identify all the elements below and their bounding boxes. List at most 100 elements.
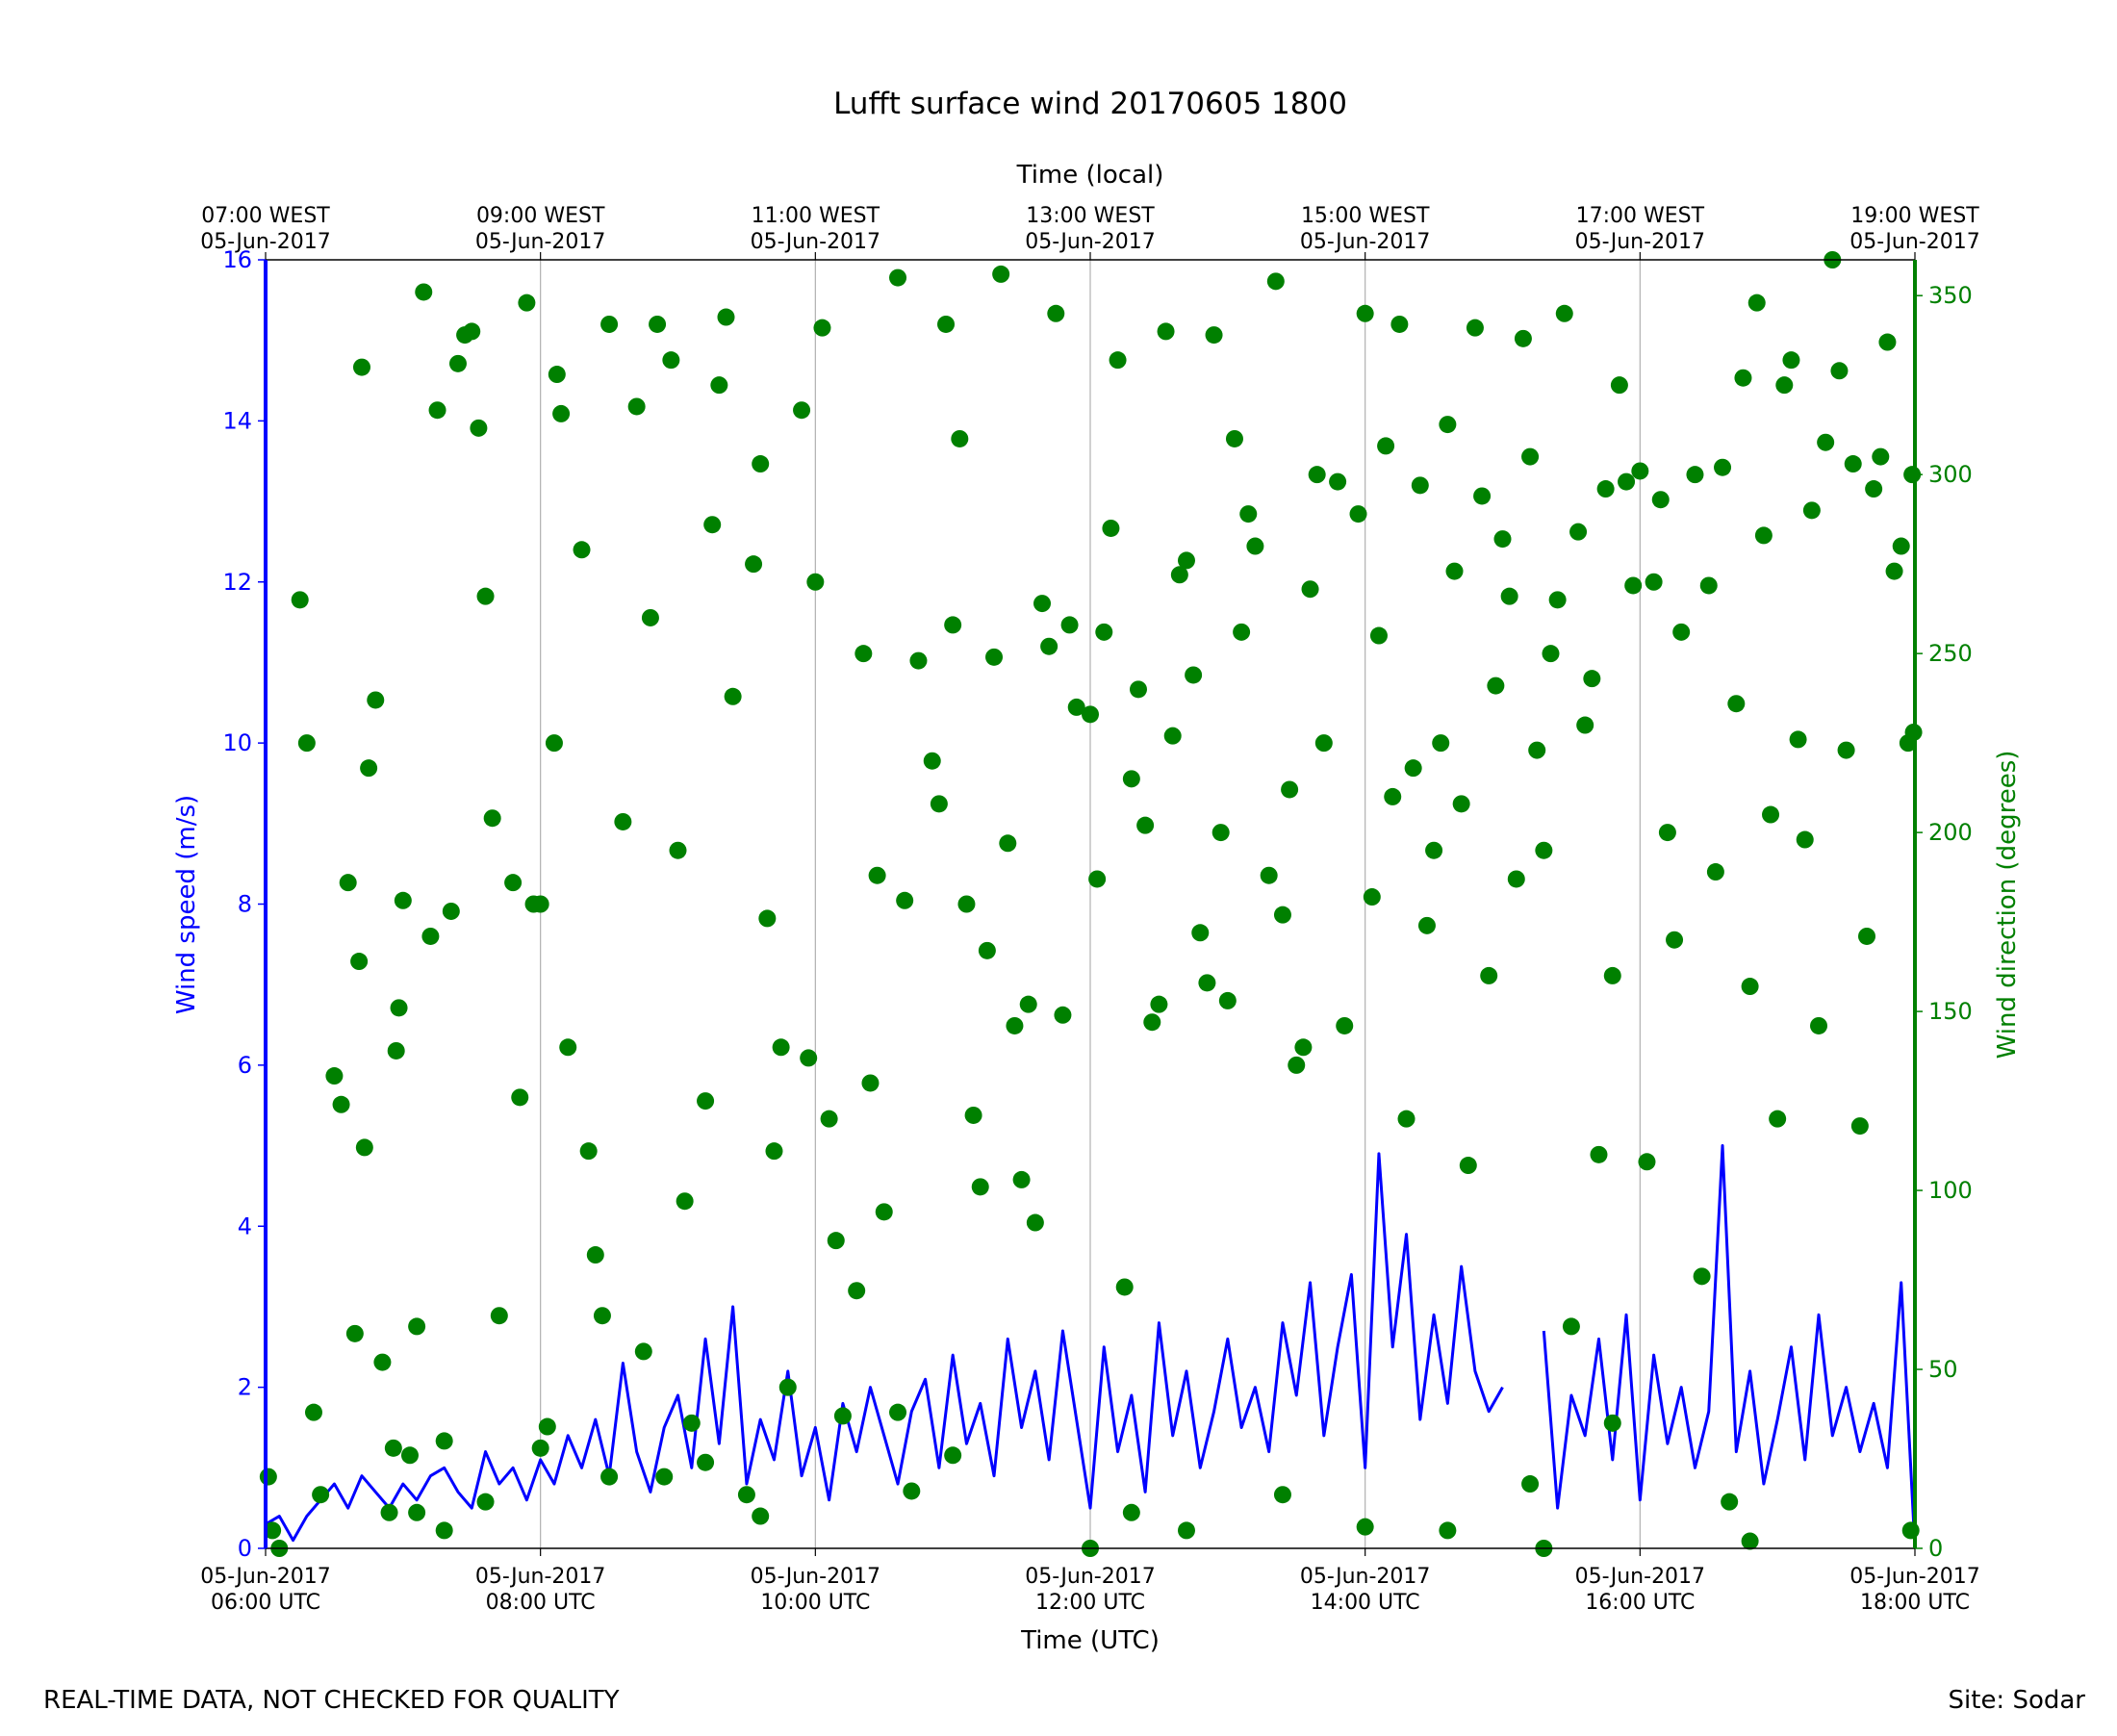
wind-direction-point — [1500, 587, 1518, 605]
wind-direction-point — [1218, 991, 1237, 1009]
wind-direction-point — [518, 294, 536, 312]
wind-direction-point — [1122, 1503, 1140, 1521]
x-tick-label: 16:00 UTC — [1585, 1591, 1695, 1615]
wind-direction-point — [312, 1486, 330, 1504]
y2-tick-label: 250 — [1928, 640, 1973, 667]
wind-direction-point — [1789, 730, 1807, 749]
x-tick-label: 05-Jun-2017 — [200, 1565, 330, 1589]
wind-direction-point — [291, 591, 309, 609]
wind-direction-point — [1603, 966, 1621, 984]
wind-direction-point — [442, 902, 460, 920]
wind-direction-point — [944, 1446, 962, 1465]
wind-direction-point — [545, 734, 563, 753]
x-tick-label: 18:00 UTC — [1860, 1591, 1970, 1615]
x2-tick-label: 05-Jun-2017 — [1575, 230, 1705, 254]
wind-direction-point — [538, 1417, 556, 1436]
wind-direction-point — [813, 319, 831, 337]
wind-direction-point — [861, 1074, 880, 1092]
wind-direction-point — [600, 315, 619, 333]
wind-direction-point — [1645, 573, 1663, 591]
wind-direction-point — [1734, 369, 1752, 387]
wind-direction-point — [752, 455, 770, 473]
wind-direction-point — [1747, 294, 1766, 312]
wind-direction-point — [827, 1232, 845, 1250]
wind-direction-point — [649, 315, 667, 333]
wind-direction-point — [1060, 616, 1079, 634]
wind-direction-point — [1390, 315, 1409, 333]
wind-speed-line — [265, 1144, 1917, 1549]
wind-direction-point — [985, 648, 1004, 666]
wind-direction-point — [1246, 537, 1264, 555]
x2-tick-label: 07:00 WEST — [201, 204, 330, 228]
x-tick-label: 05-Jun-2017 — [1300, 1565, 1430, 1589]
wind-direction-point — [1802, 501, 1821, 520]
wind-direction-point — [373, 1353, 392, 1371]
wind-direction-point — [573, 541, 591, 559]
wind-direction-point — [1651, 491, 1670, 509]
wind-direction-point — [1850, 1117, 1869, 1136]
wind-direction-point — [1397, 1110, 1416, 1128]
wind-direction-point — [1686, 466, 1704, 484]
wind-direction-point — [435, 1432, 453, 1450]
wind-direction-point — [1294, 1038, 1313, 1057]
x2-tick-label: 17:00 WEST — [1576, 204, 1705, 228]
wind-direction-point — [1417, 916, 1436, 934]
x2-tick-label: 19:00 WEST — [1850, 204, 1979, 228]
wind-direction-point — [400, 1446, 419, 1465]
wind-direction-point — [1528, 741, 1546, 759]
wind-direction-point — [408, 1317, 426, 1336]
wind-direction-point — [889, 1403, 907, 1421]
wind-direction-point — [593, 1307, 611, 1325]
y-tick-label: 16 — [222, 246, 252, 273]
wind-direction-point — [1205, 326, 1223, 345]
wind-direction-point — [1082, 705, 1099, 724]
wind-direction-point — [1590, 1145, 1608, 1163]
wind-direction-point — [380, 1503, 398, 1521]
wind-direction-point — [944, 616, 962, 634]
wind-direction-point — [930, 795, 948, 813]
wind-direction-point — [1369, 626, 1388, 645]
wind-direction-point — [1088, 870, 1107, 888]
wind-direction-point — [448, 354, 467, 372]
wind-direction-point — [627, 397, 646, 416]
wind-direction-point — [367, 691, 385, 709]
wind-direction-point — [1473, 487, 1492, 505]
wind-direction-point — [345, 1324, 364, 1342]
wind-direction-point — [909, 651, 928, 670]
wind-direction-point — [971, 1178, 989, 1196]
x-axis-label: Time (UTC) — [1020, 1626, 1160, 1655]
wind-direction-point — [1281, 780, 1299, 799]
wind-direction-point — [332, 1095, 350, 1113]
y-tick-label: 2 — [238, 1374, 252, 1401]
wind-direction-point — [1115, 1278, 1134, 1296]
wind-direction-point — [1363, 888, 1381, 906]
wind-direction-point — [655, 1468, 674, 1486]
wind-direction-point — [1487, 677, 1505, 695]
wind-direction-point — [483, 809, 501, 828]
y2-tick-label: 200 — [1928, 819, 1973, 846]
x2-tick-label: 05-Jun-2017 — [751, 230, 880, 254]
wind-direction-point — [531, 1439, 549, 1457]
wind-direction-point — [957, 895, 976, 913]
wind-direction-point — [476, 587, 495, 605]
x-tick-label: 14:00 UTC — [1311, 1591, 1420, 1615]
wind-direction-point — [435, 1521, 453, 1540]
y-tick-label: 14 — [222, 407, 252, 434]
y2-tick-label: 300 — [1928, 461, 1973, 488]
wind-direction-point — [476, 1493, 495, 1511]
wind-direction-point — [1170, 566, 1188, 584]
wind-direction-point — [1514, 329, 1532, 347]
wind-direction-point — [758, 909, 777, 928]
wind-direction-point — [765, 1142, 783, 1161]
y-tick-label: 4 — [238, 1213, 252, 1239]
wind-direction-point — [1624, 576, 1643, 595]
wind-direction-point — [1356, 1518, 1374, 1536]
wind-direction-point — [1903, 466, 1922, 484]
wind-direction-point — [951, 429, 969, 447]
wind-direction-point — [1493, 530, 1512, 549]
wind-direction-point — [1129, 680, 1147, 699]
wind-direction-point — [1109, 351, 1127, 370]
wind-direction-point — [1596, 480, 1615, 498]
wind-direction-point — [1727, 695, 1746, 713]
